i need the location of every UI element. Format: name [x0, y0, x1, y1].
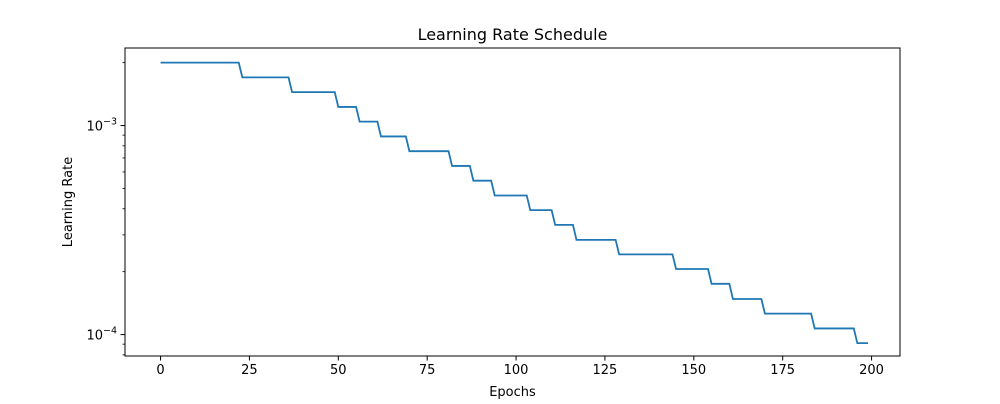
y-axis-ticks: 10−4 10−3 [86, 62, 125, 356]
x-axis-ticks: 0 25 50 75 100 125 150 175 200 [156, 356, 884, 378]
plot-frame [124, 47, 901, 357]
x-tick-label: 25 [241, 363, 258, 378]
y-tick-label: 10−4 [86, 326, 117, 344]
x-tick-label: 75 [419, 363, 436, 378]
y-tick-label: 10−3 [86, 117, 117, 135]
y-axis-label: Learning Rate [61, 157, 76, 247]
learning-rate-series-line [160, 61, 868, 345]
chart-title: Learning Rate Schedule [418, 25, 608, 44]
plot-area [125, 48, 900, 356]
x-tick-label: 200 [859, 363, 884, 378]
x-tick-label: 175 [770, 363, 795, 378]
x-tick-label: 0 [156, 363, 164, 378]
x-tick-label: 125 [593, 363, 618, 378]
x-tick-label: 50 [330, 363, 347, 378]
x-tick-label: 100 [504, 363, 529, 378]
x-tick-label: 150 [681, 363, 706, 378]
x-axis-label: Epochs [489, 385, 536, 400]
